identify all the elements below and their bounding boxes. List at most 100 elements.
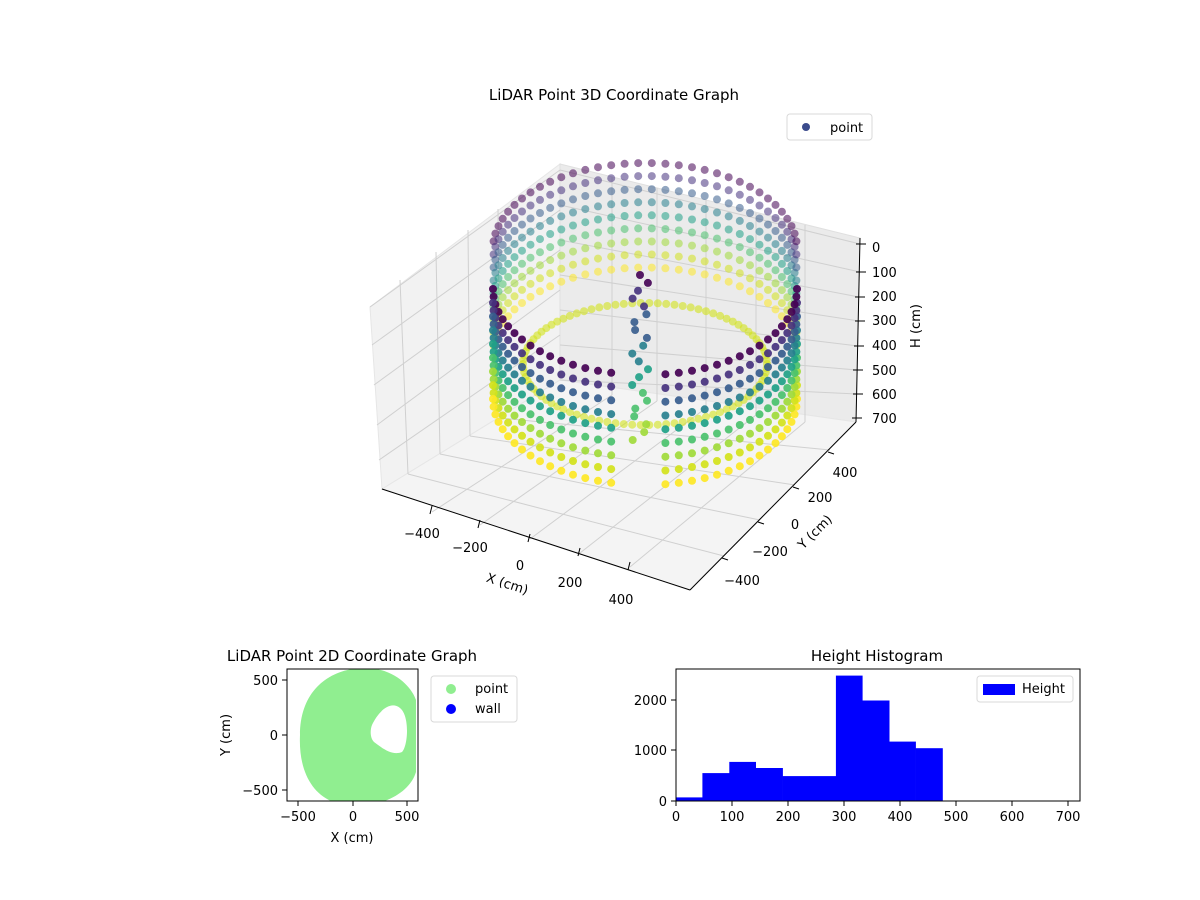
lidar-point-back — [557, 277, 566, 286]
lidar-point-front — [489, 285, 497, 293]
lidar-point-back — [735, 269, 744, 278]
lidar-point-front — [546, 379, 555, 388]
lidar-point-front — [771, 439, 780, 448]
lidar-point-front — [557, 356, 566, 365]
lidar-point-front — [489, 334, 498, 342]
lidar-point-front — [777, 377, 786, 386]
lidar-point-front — [783, 411, 792, 420]
lidar-point-back — [569, 221, 577, 230]
lidar-point-front — [569, 443, 577, 452]
chart-histogram: Height Histogram 0 100 200 300 400 500 6… — [634, 647, 1081, 825]
lidar-point-front — [569, 457, 577, 465]
lidar-point-back — [607, 161, 616, 170]
lidar-point-object — [642, 310, 651, 319]
lidar-point-back — [792, 237, 801, 246]
lidar-point-front — [783, 384, 792, 392]
lidar-point-front — [724, 425, 733, 434]
lidar-point-front — [777, 336, 786, 345]
lidar-point-front — [594, 421, 602, 430]
lidar-point-front — [518, 335, 526, 344]
lidar-point-front — [498, 411, 507, 420]
lidar-point-back — [498, 227, 507, 236]
lidar-point-back — [647, 211, 656, 220]
lidar-point-front — [777, 363, 786, 372]
lidar-point-back — [735, 203, 744, 212]
lidar-point-back — [546, 203, 555, 212]
lidar-point-back — [510, 200, 519, 209]
lidar-point-front — [783, 425, 792, 434]
lidar-point-back — [569, 208, 577, 217]
lidar-point-back — [661, 199, 670, 207]
lidar-point-back — [746, 182, 754, 191]
lidar-point-front — [735, 462, 744, 471]
lidar-point-back — [557, 186, 566, 195]
lidar-point-back — [498, 214, 507, 223]
lidar-point-back — [510, 214, 519, 222]
lidar-point-front — [783, 315, 792, 324]
lidar-point-back — [674, 187, 683, 196]
lidar-point-floor — [559, 314, 568, 323]
z-tick-3d-label: 100 — [872, 266, 897, 281]
lidar-point-back — [746, 274, 754, 283]
lidar-point-back — [700, 179, 709, 187]
lidar-point-back — [620, 264, 629, 273]
lidar-point-front — [735, 393, 744, 402]
lidar-point-front — [790, 355, 799, 364]
lidar-point-object — [631, 404, 640, 413]
lidar-point-front — [790, 341, 799, 350]
lidar-point-front — [764, 390, 772, 399]
lidar-point-front — [536, 388, 544, 397]
legend-histogram: Height — [976, 675, 1074, 703]
lidar-point-back — [755, 227, 764, 236]
lidar-point-back — [787, 222, 796, 231]
lidar-point-back — [620, 199, 629, 207]
lidar-point-back — [594, 163, 602, 172]
lidar-point-back — [526, 227, 535, 236]
lidar-point-back — [771, 227, 780, 235]
lidar-point-front — [746, 429, 754, 438]
histogram-bar — [915, 748, 943, 801]
lidar-point-front — [498, 342, 507, 351]
y-tick-3d-label: 200 — [808, 491, 833, 506]
x-tick-3d-label: −200 — [452, 541, 488, 556]
lidar-point-front — [581, 460, 590, 469]
legend-histogram-swatch — [983, 684, 1015, 695]
lidar-point-front — [557, 370, 566, 379]
lidar-point-front — [764, 335, 772, 344]
lidar-point-front — [746, 457, 754, 466]
lidar-point-front — [526, 424, 535, 433]
lidar-point-back — [581, 270, 590, 279]
lidar-point-front — [594, 435, 602, 444]
lidar-point-front — [526, 341, 535, 350]
lidar-point-front — [546, 393, 555, 402]
lidar-point-front — [713, 457, 721, 465]
z-tick-3d-label: 600 — [872, 388, 897, 403]
lidar-point-back — [594, 228, 602, 237]
lidar-point-front — [777, 322, 786, 331]
hist-x-tick-label: 100 — [720, 810, 745, 825]
lidar-point-object — [643, 278, 652, 287]
lidar-point-back — [764, 299, 772, 307]
lidar-point-back — [546, 230, 555, 238]
lidar-point-front — [581, 432, 590, 441]
lidar-point-floor — [603, 418, 612, 426]
lidar-point-front — [735, 352, 744, 361]
z-ticks-3d — [852, 243, 866, 419]
lidar-point-back — [783, 293, 792, 302]
lidar-point-front — [746, 374, 754, 383]
lidar-point-back — [647, 224, 656, 233]
lidar-point-back — [777, 259, 786, 268]
lidar-point-back — [494, 274, 503, 283]
lidar-point-front — [594, 394, 602, 403]
lidar-point-floor — [702, 307, 710, 316]
lidar-point-front — [764, 418, 772, 426]
lidar-point-object — [630, 318, 639, 327]
lidar-point-front — [489, 292, 498, 301]
lidar-point-front — [489, 306, 498, 315]
lidar-point-back — [674, 213, 683, 222]
lidar-point-front — [546, 434, 555, 443]
lidar-point-object — [642, 420, 651, 429]
lidar-point-back — [569, 195, 577, 204]
lidar-point-back — [792, 276, 801, 285]
x-tick-3d-label: 200 — [558, 576, 583, 591]
